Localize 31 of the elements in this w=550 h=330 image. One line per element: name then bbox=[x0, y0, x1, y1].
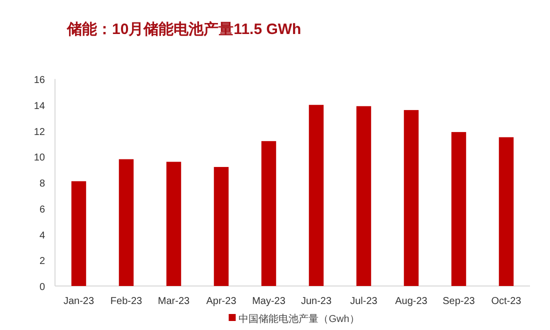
bar bbox=[451, 132, 466, 286]
y-tick-label: 6 bbox=[39, 204, 46, 216]
bar bbox=[308, 104, 324, 286]
x-tick-label: Jun-23 bbox=[300, 296, 332, 307]
chart-title: 储能：10月储能电池产量11.5 GWh bbox=[66, 21, 302, 38]
bar bbox=[166, 162, 182, 286]
x-tick-label: Oct-23 bbox=[491, 296, 522, 307]
bar bbox=[261, 141, 276, 286]
x-tick-label: Mar-23 bbox=[158, 296, 190, 307]
x-tick-label: Aug-23 bbox=[395, 296, 428, 307]
x-tick-label: Jul-23 bbox=[350, 296, 378, 307]
bar bbox=[71, 181, 86, 286]
y-tick-label: 8 bbox=[39, 178, 46, 190]
bar bbox=[356, 106, 372, 286]
x-tick-label: Apr-23 bbox=[206, 296, 237, 307]
bar bbox=[214, 166, 229, 286]
bar bbox=[118, 159, 134, 286]
y-tick-label: 0 bbox=[39, 282, 46, 293]
bar bbox=[498, 137, 514, 286]
y-tick-label: 12 bbox=[34, 126, 46, 138]
y-tick-label: 14 bbox=[34, 100, 46, 112]
x-tick-label: Sep-23 bbox=[442, 296, 476, 307]
y-tick-label: 10 bbox=[34, 152, 46, 164]
y-tick-label: 4 bbox=[39, 230, 46, 242]
legend-label: 中国储能电池产量（Gwh） bbox=[238, 313, 360, 325]
bar bbox=[404, 110, 419, 286]
x-tick-label: Jan-23 bbox=[63, 296, 94, 307]
x-tick-label: Feb-23 bbox=[110, 296, 143, 307]
y-tick-label: 2 bbox=[39, 256, 46, 268]
y-tick-label: 16 bbox=[34, 75, 46, 86]
x-tick-label: May-23 bbox=[252, 296, 286, 307]
